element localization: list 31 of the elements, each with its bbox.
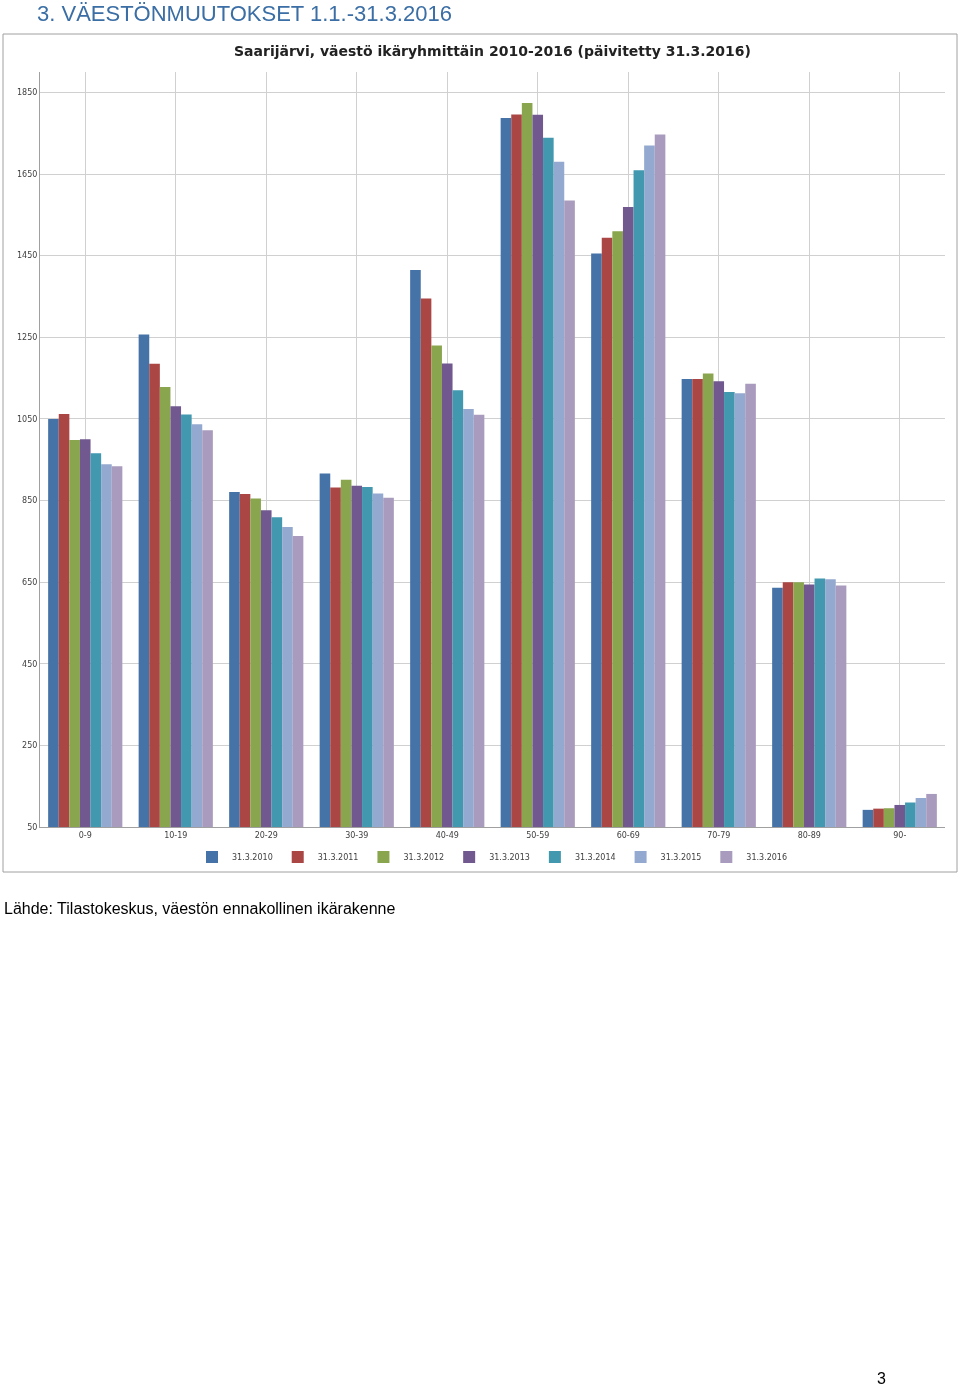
legend-label: 31.3.2011 <box>317 853 359 863</box>
text: Lähde: Tilastokeskus, väestön ennakollinen ikärakenne <box>4 900 396 917</box>
legend-label: 31.3.2015 <box>660 853 702 863</box>
y-tick-label: 1450 <box>17 251 38 261</box>
x-tick-label: 40-49 <box>435 830 459 840</box>
legend-label: 31.3.2014 <box>574 853 616 863</box>
legend-label: 31.3.2013 <box>489 853 530 863</box>
y-tick-label: 250 <box>22 741 38 751</box>
y-tick-label: 1850 <box>17 88 38 98</box>
x-tick-label: 10-19 <box>164 830 188 840</box>
chart-title: 3. VÄESTÖNMUUTOKSET 1.1.-31.3.2016 <box>37 1 452 26</box>
text: 3 <box>877 1370 886 1387</box>
y-tick-label: 1050 <box>17 414 38 424</box>
y-tick-label: 50 <box>27 822 38 832</box>
x-tick-label: 20-29 <box>254 830 278 840</box>
legend-label: 31.3.2012 <box>403 853 445 863</box>
y-tick-label: 450 <box>22 659 38 669</box>
legend-label: 31.3.2016 <box>746 853 788 863</box>
y-tick-label: 1650 <box>17 169 38 179</box>
y-tick-label: 1250 <box>17 333 38 343</box>
x-tick-label: 60-69 <box>616 830 640 840</box>
x-tick-label: 80-89 <box>797 830 821 840</box>
x-tick-label: 50-59 <box>526 830 550 840</box>
chart-subtitle: Saarijärvi, väestö ikäryhmittäin 2010-2016 (päivitetty 31.3.2016) <box>234 43 751 59</box>
x-tick-label: 70-79 <box>707 830 731 840</box>
y-tick-label: 650 <box>22 577 38 587</box>
y-tick-label: 850 <box>22 496 38 506</box>
x-tick-label: 30-39 <box>345 830 369 840</box>
legend-label: 31.3.2010 <box>232 853 273 863</box>
x-tick-label: 0-9 <box>78 830 92 840</box>
x-tick-label: 90- <box>893 830 907 840</box>
